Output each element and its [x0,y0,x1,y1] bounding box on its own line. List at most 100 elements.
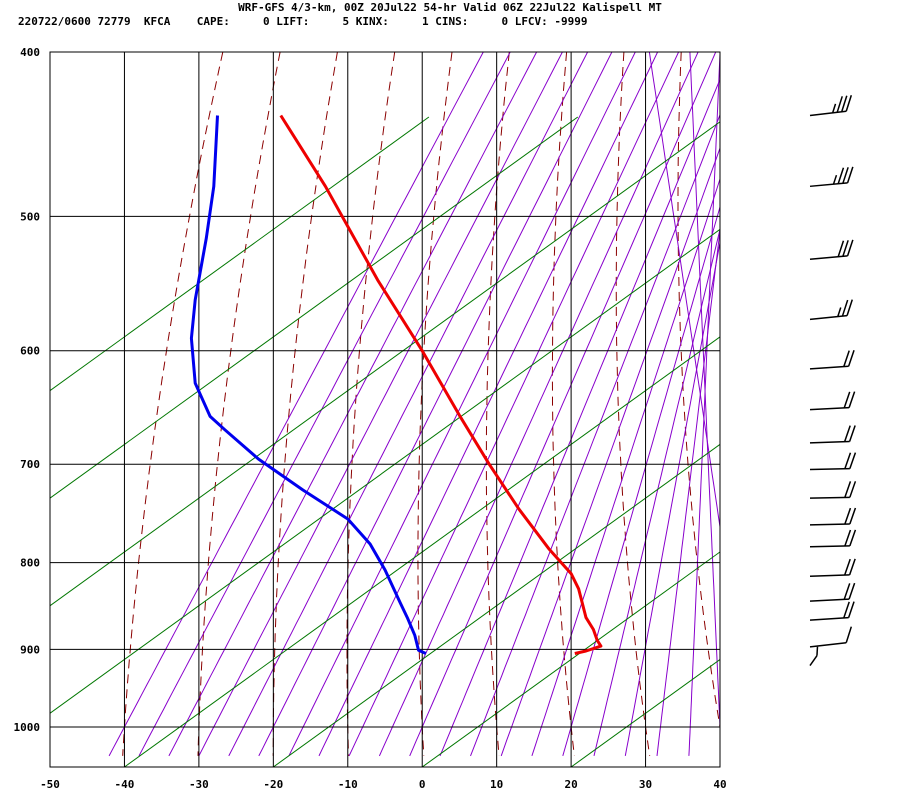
wind-barb [809,299,853,321]
plot-frame [49,51,721,768]
wind-barb [809,582,856,602]
y-axis-ticks: 400 500 600 700 800 900 1000 [14,46,41,734]
moist-adiabat [228,52,589,757]
barb-flag-5kt [831,103,837,114]
dry-adiabat [796,52,876,756]
barb-shaft [809,616,849,621]
barb-flag-10kt [849,452,857,469]
barb-flag-10kt [845,95,853,112]
x-tick-label: -10 [338,778,358,791]
mixing-ratio-line [421,551,720,767]
dry-adiabat [346,52,396,756]
barb-flag-10kt [846,239,854,257]
mixing-ratio-line [50,228,720,714]
x-tick-label: -20 [263,778,283,791]
barb-flag-10kt [837,167,845,184]
x-tick-label: 40 [713,778,726,791]
barb-flag-10kt [848,391,856,408]
barb-flag-10kt [843,350,850,367]
moist-adiabat [168,52,538,757]
barb-shaft [809,574,850,578]
barb-shaft [809,467,850,471]
wind-barb [809,350,855,370]
barb-flag-10kt [849,507,857,525]
moist-adiabat [500,146,720,757]
y-tick-label: 1000 [14,721,41,734]
wind-barb [809,481,857,499]
mixing-ratio-line [570,658,720,767]
wind-barb [809,391,856,411]
barb-flag-10kt [843,583,851,600]
wind-barb [809,601,855,621]
barb-flag-10kt [841,299,849,317]
x-tick-label: -50 [40,778,60,791]
barb-flag-10kt [847,601,855,618]
background-lines [50,52,900,767]
moist-adiabat [593,227,720,757]
moist-adiabat [318,52,659,757]
dry-adiabat [853,52,900,756]
barb-shaft [809,440,850,444]
x-tick-label: 30 [639,778,652,791]
barb-flag-10kt [848,425,856,442]
barb-shaft [809,110,847,117]
barb-flag-10kt [837,240,845,257]
dry-adiabat [197,52,281,756]
moist-adiabat [689,52,720,739]
wind-barb [809,529,857,548]
barb-shaft [809,182,848,188]
dry-adiabat [272,52,338,756]
moist-adiabat [108,52,484,757]
x-axis-ticks: -50 -40 -30 -20 -10 0 10 20 30 40 [40,778,727,791]
barb-shaft [809,523,850,526]
y-tick-label: 900 [20,643,40,656]
barb-flag-10kt [844,481,852,498]
moist-adiabat [138,52,511,757]
barb-flag-10kt [844,507,852,525]
mixing-ratio-line [50,116,430,392]
barb-flag-10kt [844,452,852,469]
wind-barb [809,95,853,117]
barb-flag-10kt [844,529,852,547]
barb-flag-10kt [836,96,843,113]
barb-flag-10kt [842,167,849,184]
y-tick-label: 600 [20,345,40,358]
barb-flag-10kt [849,529,857,547]
barb-flag-10kt [843,425,851,442]
chart-title: WRF-GFS 4/3-km, 00Z 20Jul22 54-hr Valid … [238,1,662,14]
barb-flag-10kt [846,166,854,184]
barb-flag-5kt [832,174,838,185]
mixing-ratio-line [50,121,720,607]
moist-adiabat [409,52,717,757]
moist-adiabat [648,52,720,531]
mixing-ratio-line [719,766,720,767]
barb-shaft [809,314,848,321]
wind-barb [809,166,854,188]
x-tick-label: 10 [490,778,503,791]
barb-flag-5kt [816,646,819,656]
moist-adiabat [470,113,720,757]
dry-adiabat [485,52,510,756]
barb-shaft [809,545,850,548]
dry-adiabat [122,52,224,756]
barb-flag-10kt [846,299,853,316]
mixing-ratio-line [124,336,720,767]
dry-adiabat [738,52,800,756]
barb-flag-10kt [843,601,850,619]
wind-barb [809,239,854,261]
barb-flag-10kt [843,558,851,576]
moist-adiabat [688,52,720,756]
moist-adiabat [624,239,720,756]
moist-adiabat [531,177,720,757]
moist-adiabat [656,226,720,756]
barb-flag-10kt [848,582,856,600]
moist-adiabat [562,205,720,757]
wind-barb [809,425,856,444]
moist-adiabat [198,52,563,757]
x-tick-label: -30 [189,778,209,791]
moist-adiabat [439,78,720,757]
barb-shaft [809,365,849,370]
barb-shaft [809,406,850,411]
wind-barbs [809,95,857,667]
moist-adiabat [348,52,680,757]
